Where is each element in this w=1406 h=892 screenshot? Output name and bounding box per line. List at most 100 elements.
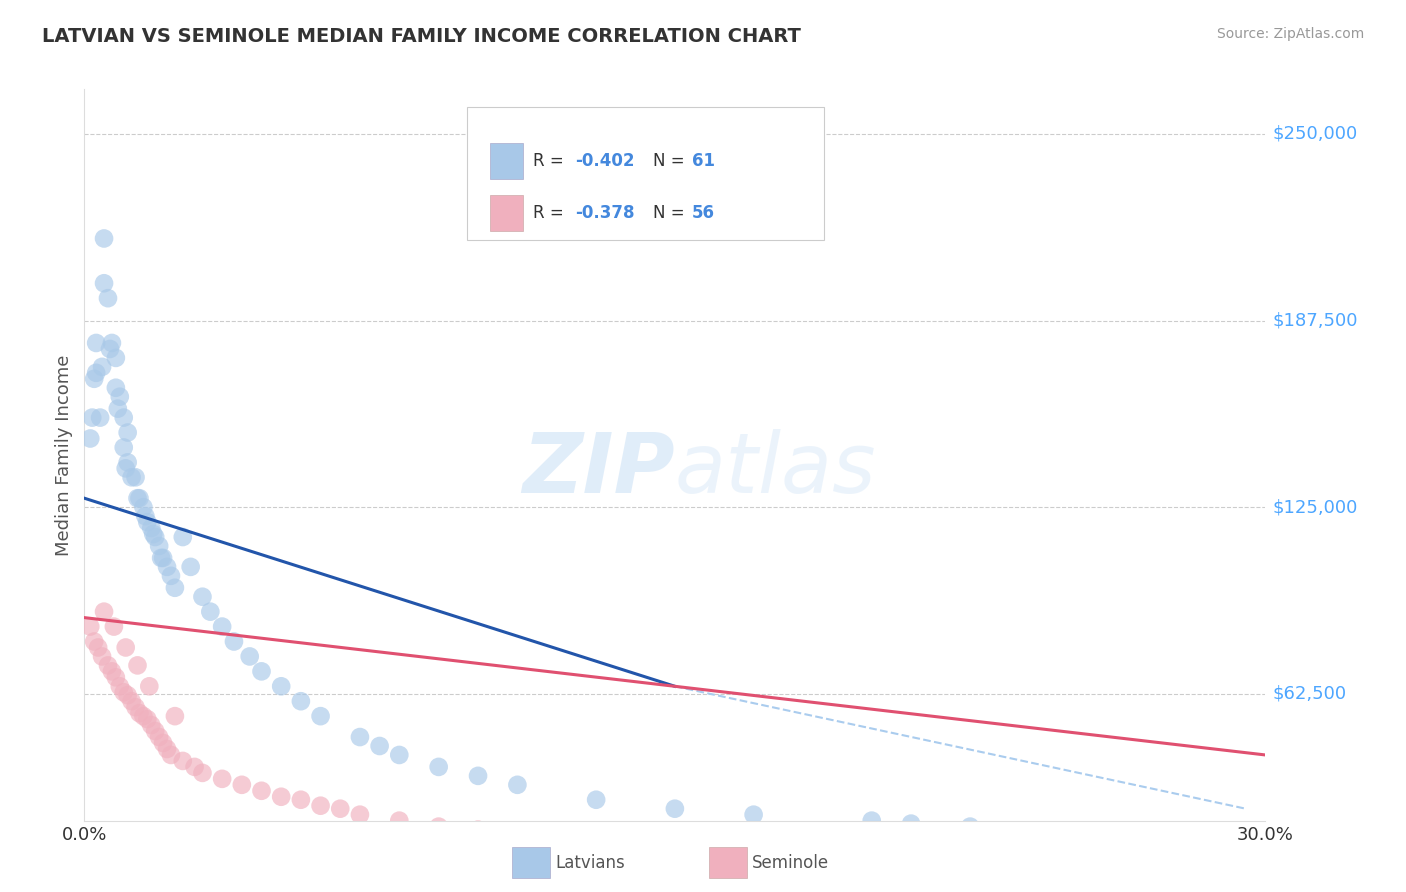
Point [290, 793, 312, 807]
Point [388, 814, 411, 828]
Point [101, 335, 124, 350]
Point [134, 509, 156, 524]
Point [1018, 855, 1040, 870]
Point [1136, 858, 1159, 872]
Point [1215, 860, 1237, 874]
Text: 61: 61 [692, 152, 716, 169]
Point [427, 760, 450, 774]
Point [742, 845, 765, 859]
Point [250, 784, 273, 798]
Point [112, 410, 135, 425]
Point [152, 550, 174, 565]
Point [79, 432, 101, 446]
Point [104, 670, 127, 684]
Point [142, 527, 165, 541]
Text: atlas: atlas [675, 429, 876, 510]
Point [124, 700, 146, 714]
Point [467, 769, 489, 783]
Point [506, 825, 529, 839]
Text: $125,000: $125,000 [1272, 498, 1358, 516]
Point [156, 742, 179, 756]
Point [860, 814, 883, 828]
Point [101, 665, 124, 679]
Point [270, 789, 292, 804]
Point [959, 820, 981, 834]
Point [148, 730, 170, 744]
Point [939, 854, 962, 868]
Text: -0.402: -0.402 [575, 152, 636, 169]
Point [138, 679, 160, 693]
Point [107, 401, 129, 416]
Point [172, 530, 194, 544]
Point [127, 491, 149, 506]
Point [93, 605, 115, 619]
Point [141, 521, 163, 535]
Text: Latvians: Latvians [555, 854, 626, 871]
Point [103, 619, 125, 633]
Point [82, 410, 104, 425]
Point [163, 709, 186, 723]
Text: $187,500: $187,500 [1272, 311, 1358, 329]
Point [83, 372, 105, 386]
Point [664, 840, 686, 855]
Point [191, 765, 214, 780]
Point [143, 530, 166, 544]
Point [231, 778, 253, 792]
Point [585, 834, 607, 848]
Point [104, 351, 127, 365]
Point [93, 231, 115, 245]
Point [191, 590, 214, 604]
Point [83, 634, 105, 648]
Point [211, 619, 233, 633]
Point [152, 736, 174, 750]
Point [250, 665, 273, 679]
Point [136, 712, 159, 726]
Point [1057, 825, 1080, 839]
Point [121, 470, 143, 484]
Point [143, 724, 166, 739]
Point [180, 560, 202, 574]
Point [1057, 857, 1080, 871]
Point [546, 831, 568, 846]
Point [132, 709, 155, 723]
Y-axis label: Median Family Income: Median Family Income [55, 354, 73, 556]
Point [117, 688, 139, 702]
Point [200, 605, 222, 619]
Point [349, 807, 371, 822]
Point [329, 802, 352, 816]
Point [664, 802, 686, 816]
Point [742, 807, 765, 822]
Text: LATVIAN VS SEMINOLE MEDIAN FAMILY INCOME CORRELATION CHART: LATVIAN VS SEMINOLE MEDIAN FAMILY INCOME… [42, 27, 801, 45]
Point [309, 709, 332, 723]
Point [506, 778, 529, 792]
Point [97, 658, 120, 673]
Point [150, 550, 173, 565]
Point [128, 706, 150, 721]
Point [112, 441, 135, 455]
Point [222, 634, 245, 648]
Point [860, 851, 883, 865]
Point [211, 772, 233, 786]
Point [104, 381, 127, 395]
Point [183, 760, 205, 774]
Point [368, 739, 391, 753]
Point [79, 619, 101, 633]
Point [703, 843, 725, 857]
Point [900, 816, 922, 830]
Point [98, 342, 121, 356]
Point [108, 390, 131, 404]
Text: $250,000: $250,000 [1272, 125, 1358, 143]
Point [160, 747, 183, 762]
Point [128, 491, 150, 506]
Point [91, 649, 114, 664]
Text: Source: ZipAtlas.com: Source: ZipAtlas.com [1216, 27, 1364, 41]
Text: 56: 56 [692, 204, 716, 222]
Point [172, 754, 194, 768]
Point [127, 658, 149, 673]
Point [84, 335, 107, 350]
Point [141, 718, 163, 732]
Point [87, 640, 110, 655]
Point [121, 694, 143, 708]
Point [156, 560, 179, 574]
Text: N =: N = [652, 152, 689, 169]
